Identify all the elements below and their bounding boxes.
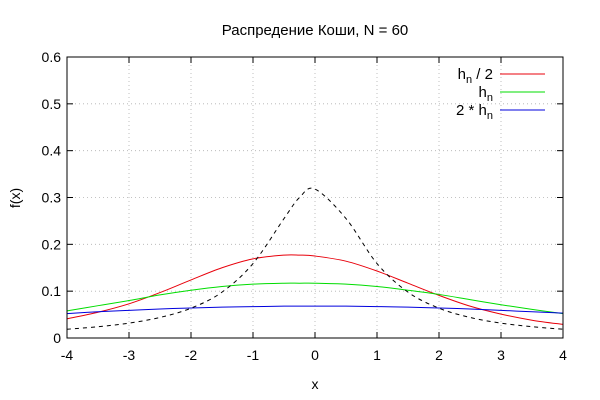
legend-label: 2 * hn <box>456 102 493 122</box>
x-tick-label: 0 <box>311 347 319 363</box>
series-line-2hn <box>66 305 564 315</box>
legend-label: hn <box>479 84 493 104</box>
x-tick-label: 1 <box>373 347 381 363</box>
x-tick-label: 3 <box>497 347 505 363</box>
y-tick-label: 0.5 <box>42 96 62 112</box>
chart-title: Распредение Коши, N = 60 <box>222 22 409 39</box>
series-line-reference-dashed <box>66 187 564 330</box>
x-tick-label: 4 <box>559 347 567 363</box>
x-tick-label: -4 <box>61 347 74 363</box>
x-tick-label: -1 <box>247 347 260 363</box>
x-axis-label: x <box>312 376 319 392</box>
y-tick-label: 0.4 <box>42 143 62 159</box>
y-tick-label: 0.3 <box>42 190 62 206</box>
legend-entry-2hn: 2 * hn <box>456 102 545 122</box>
x-tick-label: -2 <box>185 347 198 363</box>
y-tick-label: 0 <box>53 330 61 346</box>
x-tick-label: -3 <box>123 347 136 363</box>
y-axis-label: f(x) <box>7 188 23 208</box>
y-tick-label: 0.1 <box>42 283 62 299</box>
axis-ticks: -4 -3 -2 -1 0 1 2 3 4 0 0.1 0.2 0.3 0.4 0.5 0.6 <box>42 49 568 363</box>
legend-entry-hn-half: hn / 2 <box>458 66 545 86</box>
x-tick-label: 2 <box>435 347 443 363</box>
series-line-hn-half <box>66 254 564 325</box>
legend-label: hn / 2 <box>458 66 493 86</box>
series-line-hn <box>66 282 564 315</box>
plot-area <box>66 187 564 330</box>
legend-entry-hn: hn <box>479 84 545 104</box>
y-tick-label: 0.6 <box>42 49 62 65</box>
y-tick-label: 0.2 <box>42 236 62 252</box>
